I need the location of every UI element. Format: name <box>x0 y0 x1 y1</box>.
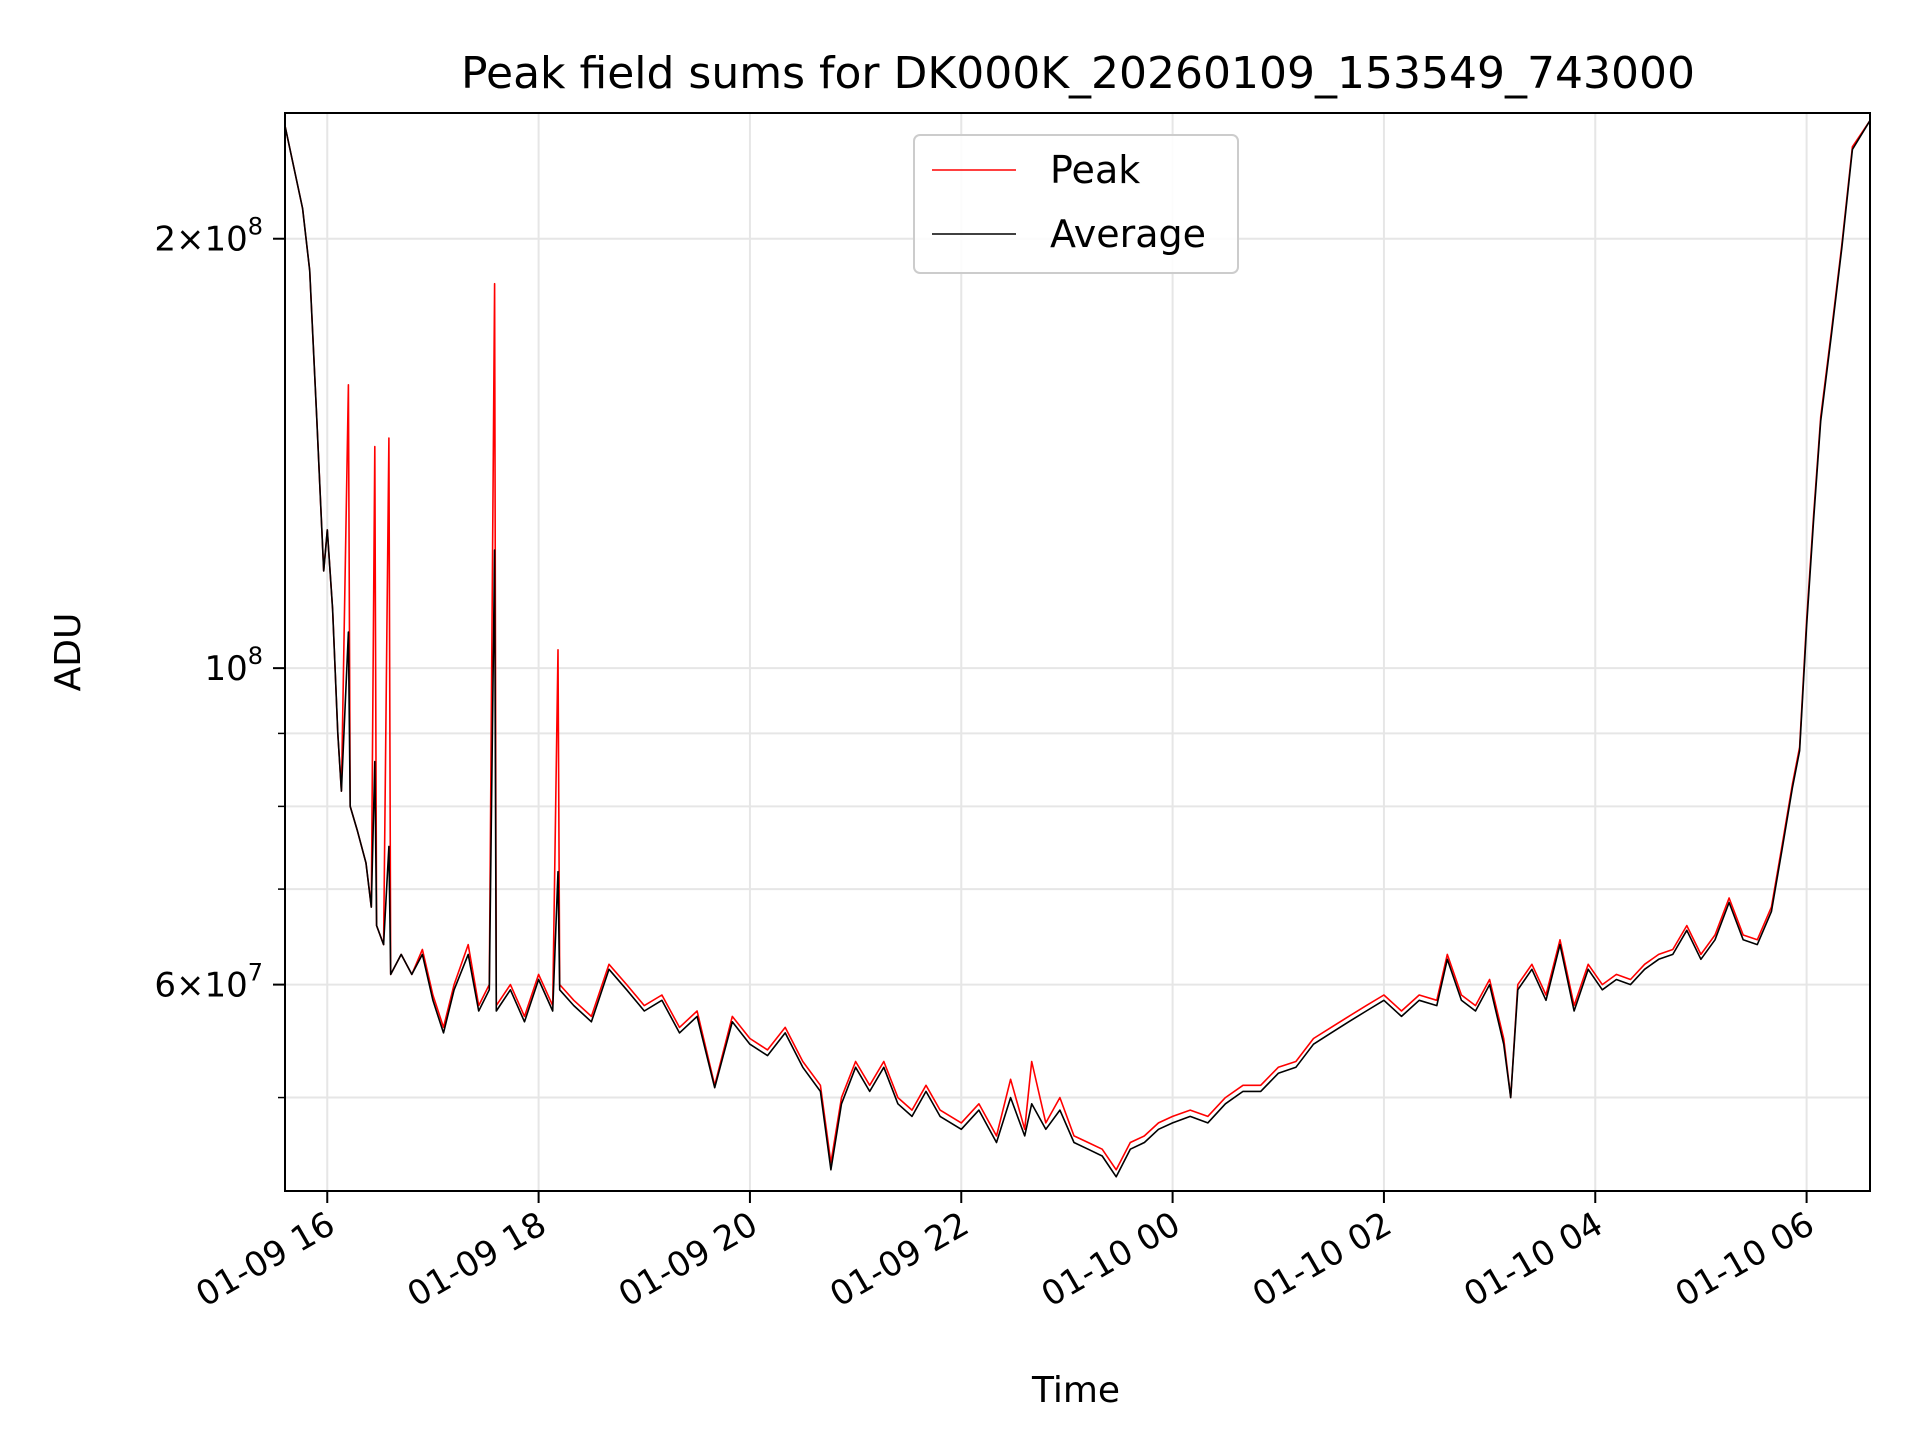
x-axis-label: Time <box>1031 1370 1120 1411</box>
legend-label-average: Average <box>1050 212 1206 256</box>
y-tick-label: 6×107 <box>154 959 263 1006</box>
legend-label-peak: Peak <box>1050 148 1140 192</box>
chart-title: Peak field sums for DK000K_20260109_1535… <box>461 48 1695 99</box>
y-tick-label: 2×108 <box>154 213 263 260</box>
y-axis-label: ADU <box>48 613 89 692</box>
series-line-peak <box>284 120 1871 1171</box>
plot-frame <box>284 112 1871 1192</box>
y-axis-ticks: 6×107 108 2×108 <box>154 213 285 1099</box>
series-layer <box>284 120 1871 1178</box>
series-line-average <box>284 120 1871 1178</box>
legend: Peak Average <box>913 134 1239 274</box>
y-tick-label: 108 <box>204 642 263 689</box>
